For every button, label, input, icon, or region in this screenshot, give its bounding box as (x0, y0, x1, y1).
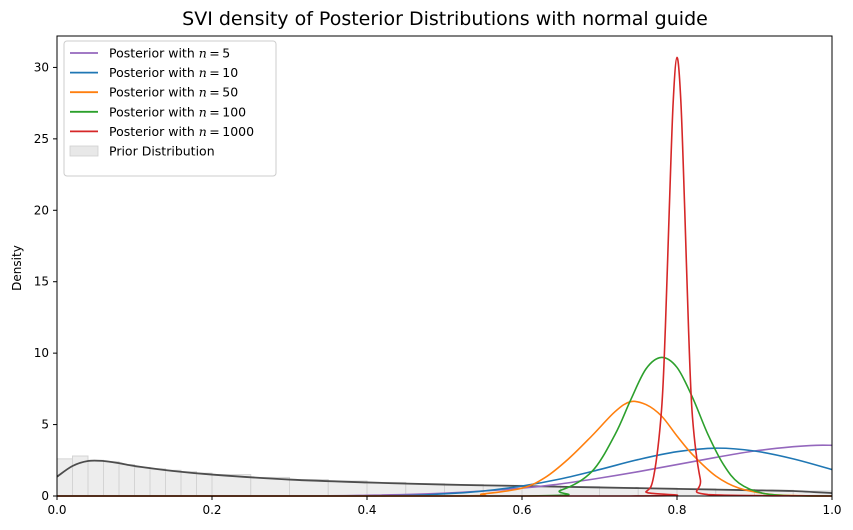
x-tick-label: 0.0 (47, 503, 66, 517)
histogram-bar (87, 459, 104, 497)
histogram-bar (180, 471, 197, 497)
y-axis: 0 5 10 15 20 25 30 (34, 60, 57, 503)
x-tick-label: 0.4 (357, 503, 376, 517)
x-tick-label: 0.6 (512, 503, 531, 517)
legend: Posterior with n = 5 Posterior with n = 1… (63, 40, 277, 177)
histogram-bar (165, 469, 182, 497)
legend-label: Prior Distribution (109, 144, 215, 159)
y-tick-label: 5 (41, 418, 49, 432)
histogram-bar (196, 472, 213, 497)
plot-frame (56, 35, 833, 497)
series-line-prior-density (56, 459, 833, 495)
legend-label: Posterior with n = 10 (109, 65, 238, 80)
histogram-bar (134, 466, 151, 497)
y-tick-label: 25 (34, 132, 49, 146)
y-tick-label: 0 (41, 489, 49, 503)
y-tick-label: 20 (34, 203, 49, 217)
x-tick-label: 0.2 (202, 503, 221, 517)
histogram-bar (118, 464, 135, 497)
chart-title: SVI density of Posterior Distributions w… (182, 8, 708, 30)
legend-label: Posterior with n = 100 (109, 104, 246, 119)
x-tick-label: 1.0 (822, 503, 841, 517)
y-axis-label: Density (10, 245, 24, 291)
prior-histogram (56, 455, 833, 497)
histogram-bar (56, 458, 73, 497)
legend-label: Posterior with n = 1000 (109, 124, 254, 139)
legend-label: Posterior with n = 50 (109, 85, 238, 100)
legend-swatch (69, 145, 99, 157)
legend-box (63, 40, 277, 177)
series-line-posterior-with-n-50 (57, 400, 833, 497)
x-tick-label: 0.8 (667, 503, 686, 517)
histogram-bar (327, 480, 368, 497)
histogram-bar (149, 468, 166, 497)
series-line-posterior-with-n-1000 (57, 56, 833, 497)
histogram-bar (289, 479, 329, 497)
x-axis: 0.0 0.2 0.4 0.6 0.8 1.0 (47, 496, 842, 517)
legend-label: Posterior with n = 5 (109, 46, 230, 61)
y-tick-label: 30 (34, 60, 49, 74)
histogram-bar (250, 476, 290, 497)
histogram-bar (103, 461, 120, 497)
y-tick-label: 10 (34, 346, 49, 360)
y-tick-label: 15 (34, 275, 49, 289)
